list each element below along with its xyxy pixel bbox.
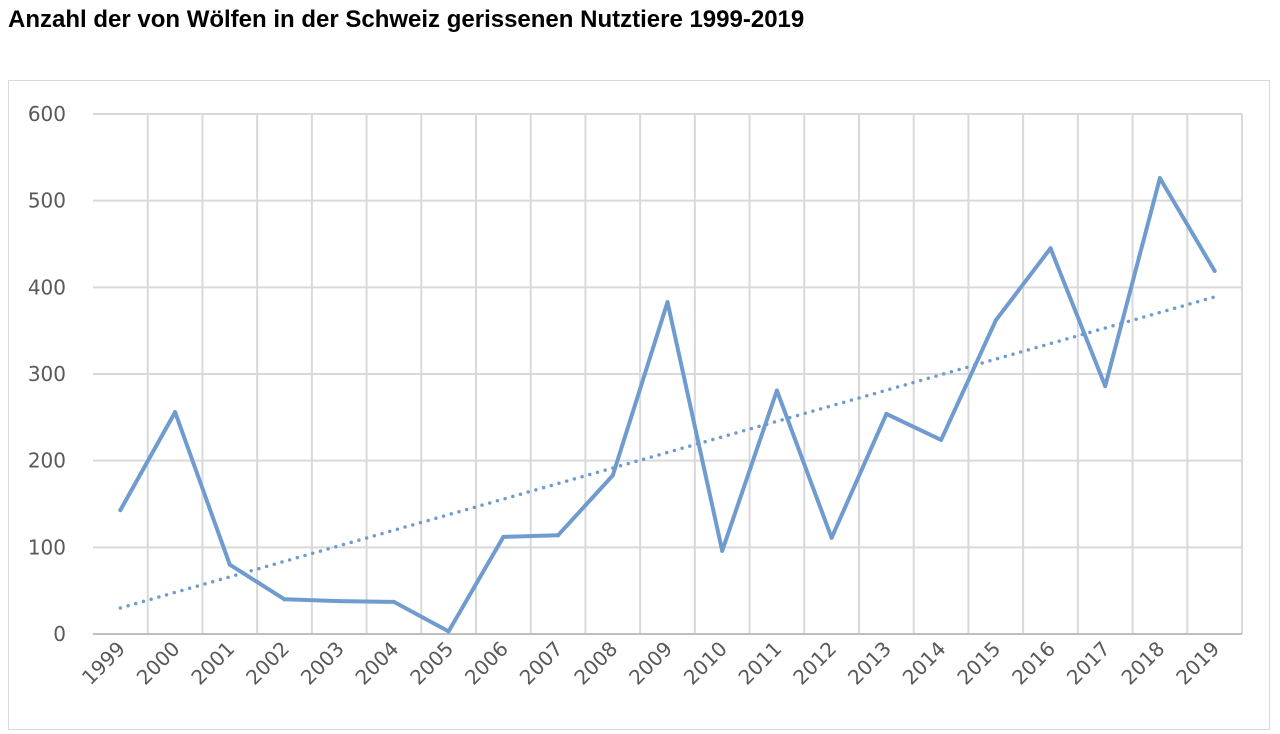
x-tick-label: 2016	[1007, 637, 1060, 690]
x-tick-label: 2015	[952, 637, 1005, 690]
data-point-2014	[939, 437, 944, 442]
data-point-2007	[556, 533, 561, 538]
data-point-2006	[501, 534, 506, 539]
data-point-2011	[774, 388, 779, 393]
page-title: Anzahl der von Wölfen in der Schweiz ger…	[8, 6, 805, 33]
series-layer	[118, 176, 1217, 634]
x-tick-label: 2013	[843, 637, 896, 690]
data-point-2010	[720, 548, 725, 553]
data-point-2015	[993, 318, 998, 323]
data-point-2019	[1212, 268, 1217, 273]
grid-layer	[93, 113, 1243, 635]
y-tick-label: 400	[28, 275, 66, 299]
data-point-2017	[1103, 384, 1108, 389]
x-tick-label: 2007	[515, 637, 568, 690]
y-tick-label: 300	[28, 362, 66, 386]
x-tick-label: 2006	[460, 637, 513, 690]
x-tick-label: 2000	[132, 637, 185, 690]
trendline-layer	[118, 295, 1217, 610]
x-tick-label: 2008	[569, 637, 622, 690]
data-point-1999	[118, 508, 123, 513]
data-point-2005	[446, 629, 451, 634]
x-tick-label: 2009	[624, 637, 677, 690]
x-tick-label: 2004	[350, 637, 403, 690]
trendline	[118, 295, 1217, 610]
x-tick-label: 2012	[788, 637, 841, 690]
x-tick-label: 2018	[1116, 637, 1169, 690]
x-tick-label: 2005	[405, 637, 458, 690]
x-tick-label: 2001	[186, 637, 239, 690]
data-point-2003	[337, 599, 342, 604]
x-tick-label: 2014	[898, 637, 951, 690]
x-tick-label: 2011	[733, 637, 786, 690]
x-tick-label: 2010	[679, 637, 732, 690]
x-tick-label: 1999	[77, 637, 130, 690]
data-point-2008	[610, 473, 615, 478]
series-line-0	[118, 176, 1217, 634]
data-point-2009	[665, 300, 670, 305]
data-point-2004	[391, 599, 396, 604]
data-point-2002	[282, 597, 287, 602]
y-tick-label: 500	[28, 189, 66, 213]
y-tick-label: 100	[28, 535, 66, 559]
chart-frame	[8, 80, 1270, 730]
data-point-2012	[829, 535, 834, 540]
x-tick-label: 2019	[1171, 637, 1224, 690]
y-tick-label: 0	[53, 622, 66, 646]
data-point-2018	[1157, 176, 1162, 181]
data-point-2013	[884, 411, 889, 416]
data-point-2016	[1048, 246, 1053, 251]
data-point-2000	[173, 410, 178, 415]
x-tick-label: 2017	[1062, 637, 1115, 690]
x-tick-label: 2003	[296, 637, 349, 690]
data-point-2001	[227, 562, 232, 567]
x-tick-label: 2002	[241, 637, 294, 690]
y-tick-label: 600	[28, 102, 66, 126]
y-tick-label: 200	[28, 449, 66, 473]
